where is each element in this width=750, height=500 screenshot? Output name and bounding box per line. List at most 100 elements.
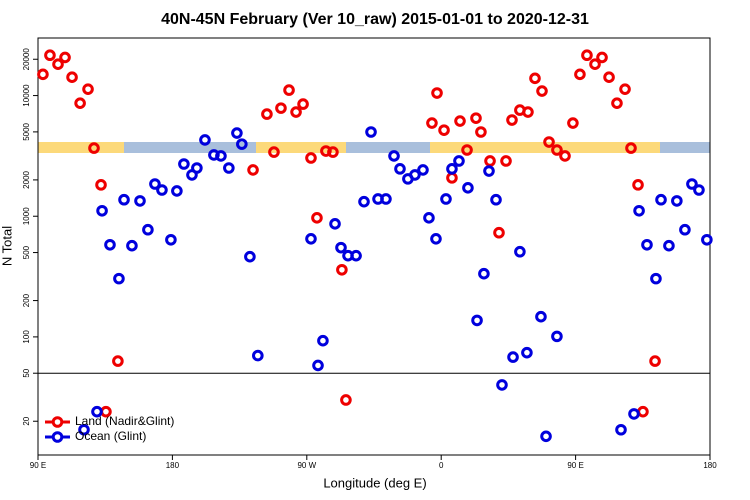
point (44, 49, 56, 62)
point (478, 267, 490, 280)
point (417, 164, 429, 176)
point (66, 71, 78, 83)
point (559, 150, 571, 162)
point (268, 146, 280, 158)
point (283, 84, 295, 96)
plot-frame (37, 37, 711, 456)
point (490, 193, 502, 206)
point (311, 212, 323, 224)
point (619, 83, 631, 95)
x-tick-label: 90 E (30, 461, 46, 470)
point (244, 250, 256, 263)
point (471, 314, 483, 327)
point (438, 124, 450, 136)
point (305, 233, 317, 245)
point (358, 195, 370, 208)
point (350, 249, 362, 262)
point (297, 98, 309, 110)
point (603, 71, 615, 83)
point (637, 405, 649, 418)
point (462, 182, 474, 194)
point (633, 204, 645, 217)
point (423, 212, 435, 224)
y-tick-label: 100 (22, 330, 31, 344)
point (88, 142, 100, 154)
point (82, 83, 94, 95)
point (340, 394, 352, 406)
point (475, 126, 487, 138)
point (446, 172, 458, 184)
point (625, 142, 637, 154)
point (650, 272, 662, 285)
point (329, 218, 341, 230)
point (430, 233, 442, 245)
point (500, 155, 512, 167)
point (693, 184, 705, 196)
point (551, 330, 563, 343)
legend-label: Ocean (Glint) (75, 429, 146, 443)
point (252, 349, 264, 362)
point (215, 150, 227, 162)
point (611, 97, 623, 109)
point (581, 49, 593, 62)
y-tick-label: 5000 (22, 122, 31, 140)
point (522, 106, 534, 118)
point (431, 87, 443, 99)
point (394, 163, 406, 175)
point (521, 346, 533, 359)
point (380, 193, 392, 205)
y-tick-label: 50 (22, 368, 31, 377)
point (305, 152, 317, 164)
legend-marker (51, 416, 64, 428)
point (171, 185, 183, 197)
point (59, 51, 71, 64)
point (529, 72, 541, 85)
point (336, 263, 348, 276)
point (335, 241, 347, 254)
point (514, 245, 526, 258)
point (506, 114, 518, 126)
point (91, 405, 103, 418)
point (574, 68, 586, 81)
point (649, 355, 661, 367)
point (113, 272, 125, 285)
point (142, 223, 154, 236)
y-tick-label: 200 (22, 293, 31, 307)
point (628, 408, 640, 420)
y-tick-label: 500 (22, 245, 31, 259)
point (275, 102, 287, 114)
chart-title: 40N-45N February (Ver 10_raw) 2015-01-01… (161, 11, 589, 28)
point (543, 136, 555, 148)
y-tick-label: 20 (22, 416, 31, 425)
point (596, 51, 608, 64)
point (655, 193, 667, 206)
point (261, 108, 273, 120)
x-axis-label: Longitude (deg E) (323, 475, 426, 490)
point (540, 430, 552, 443)
point (78, 423, 90, 436)
point (426, 117, 438, 129)
point (679, 223, 691, 236)
point (701, 233, 713, 246)
point (96, 204, 108, 217)
point (496, 379, 508, 391)
point (191, 162, 203, 174)
point (317, 334, 329, 347)
point (454, 115, 466, 127)
land-ocean-strip (38, 142, 710, 153)
point (37, 68, 49, 81)
point (440, 193, 452, 205)
point (686, 178, 698, 190)
y-tick-label: 20000 (22, 48, 31, 71)
point (365, 126, 377, 138)
point (493, 226, 505, 239)
y-tick-label: 10000 (22, 84, 31, 107)
y-axis-label: N Total (0, 226, 14, 266)
x-tick-label: 90 W (297, 461, 316, 470)
point (236, 138, 248, 150)
point (551, 144, 563, 156)
point (470, 112, 482, 124)
point (223, 162, 235, 174)
point (95, 179, 107, 191)
